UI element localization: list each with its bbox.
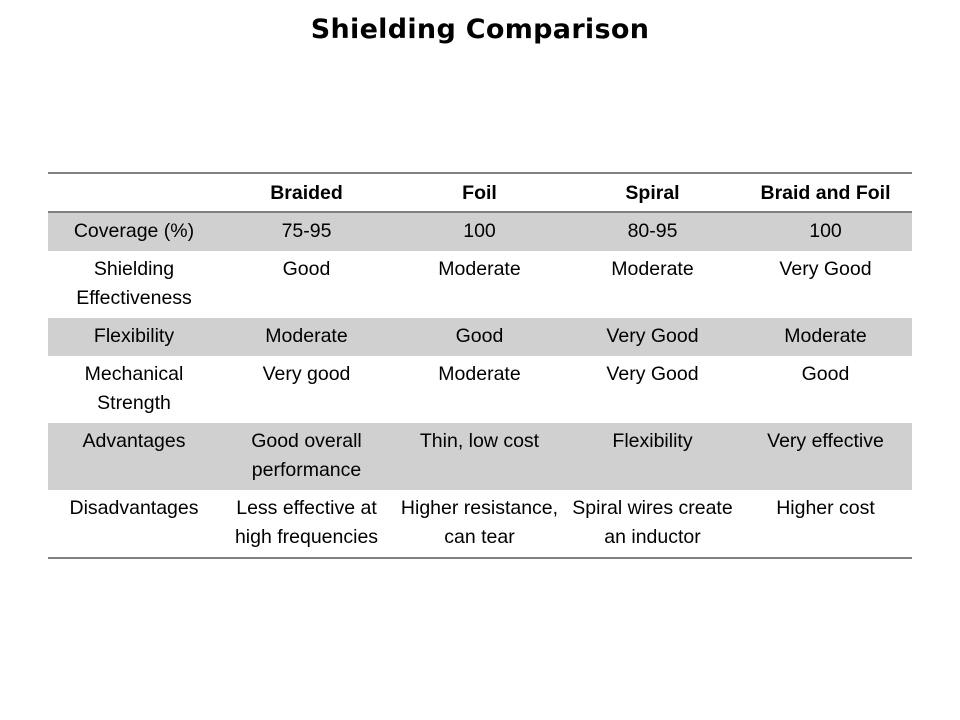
- table-row: Mechanical Strength Very good Moderate Very…: [48, 356, 912, 423]
- row-label: Flexibility: [48, 318, 220, 356]
- header-cell: Foil: [393, 172, 566, 213]
- table-cell: Moderate: [220, 318, 393, 356]
- table-cell: Moderate: [438, 258, 521, 280]
- table-cell: Good: [801, 363, 850, 385]
- table-cell: Thin, low cost: [393, 423, 566, 490]
- table-cell: Spiral wires create an inductor: [566, 490, 739, 559]
- table-cell: Very Good: [566, 318, 739, 356]
- table-cell: Very Good: [779, 258, 872, 280]
- table-cell: Good: [282, 258, 331, 280]
- table-cell: Very effective: [739, 423, 912, 490]
- header-cell: Braid and Foil: [739, 172, 912, 213]
- table-cell: Higher cost: [739, 490, 912, 559]
- table-row: Flexibility Moderate Good Very Good Moderate: [48, 318, 912, 356]
- table-cell: Moderate: [438, 363, 521, 385]
- table-cell: Very Good: [606, 363, 699, 385]
- table-cell: 75-95: [220, 212, 393, 251]
- table-cell: 100: [393, 212, 566, 251]
- row-label: Disadvantages: [48, 490, 220, 559]
- table-cell: Higher resistance, can tear: [393, 490, 566, 559]
- comparison-table: Braided Foil Spiral Braid and Foil Cover…: [48, 172, 912, 559]
- table-row: Coverage (%) 75-95 100 80-95 100: [48, 212, 912, 251]
- table-cell: 100: [739, 212, 912, 251]
- row-label: Shielding Effectiveness: [76, 258, 192, 309]
- header-cell: Braided: [220, 172, 393, 213]
- table-row: Advantages Good overall performance Thin, …: [48, 423, 912, 490]
- header-cell: Spiral: [566, 172, 739, 213]
- row-label: Mechanical Strength: [84, 363, 184, 414]
- header-row: Braided Foil Spiral Braid and Foil: [48, 172, 912, 213]
- table-cell: Good: [393, 318, 566, 356]
- table-cell: Moderate: [611, 258, 694, 280]
- table-cell: Very good: [262, 363, 351, 385]
- table-cell: Moderate: [739, 318, 912, 356]
- row-label: Coverage (%): [48, 212, 220, 251]
- table-cell: Flexibility: [566, 423, 739, 490]
- table-cell: Good overall performance: [220, 423, 393, 490]
- table-row: Disadvantages Less effective at high freq…: [48, 490, 912, 559]
- header-cell: [48, 172, 220, 213]
- table-row: Shielding Effectiveness Good Moderate Moder…: [48, 251, 912, 318]
- table-cell: 80-95: [566, 212, 739, 251]
- slide-title: Shielding Comparison: [310, 14, 650, 45]
- table-cell: Less effective at high frequencies: [220, 490, 393, 559]
- row-label: Advantages: [48, 423, 220, 490]
